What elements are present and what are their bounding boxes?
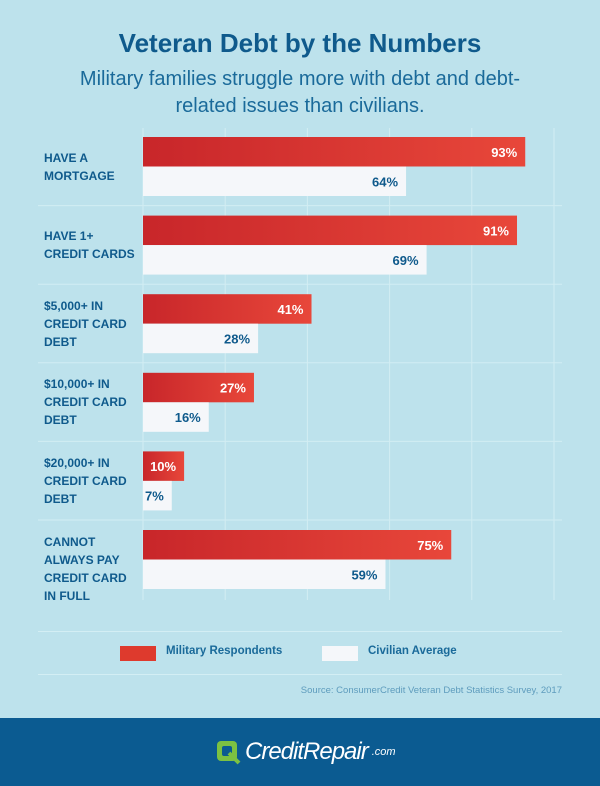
data-label: 75% bbox=[417, 538, 443, 553]
data-label: 27% bbox=[220, 381, 246, 396]
data-label: 64% bbox=[372, 174, 398, 189]
chart-subtitle: Military families struggle more with deb… bbox=[79, 68, 521, 117]
data-label: 16% bbox=[175, 410, 201, 425]
data-label: 69% bbox=[393, 253, 419, 268]
category-label: HAVE 1+ CREDIT CARDS bbox=[44, 229, 135, 262]
category-label: HAVE A MORTGAGE bbox=[44, 150, 115, 183]
bar-civilian bbox=[143, 559, 386, 589]
data-label: 41% bbox=[277, 302, 303, 317]
source-note: Source: ConsumerCredit Veteran Debt Stat… bbox=[300, 685, 562, 696]
legend-label-military: Military Respondents bbox=[166, 645, 283, 657]
data-label: 93% bbox=[491, 145, 517, 160]
category-label: $5,000+ IN CREDIT CARD DEBT bbox=[44, 298, 127, 349]
bar-military bbox=[143, 294, 312, 324]
bar-military bbox=[143, 372, 254, 403]
data-label: 7% bbox=[145, 489, 164, 504]
bar-civilian bbox=[143, 166, 407, 196]
category-label: $10,000+ IN CREDIT CARD DEBT bbox=[44, 377, 127, 428]
bar-chart: 93% 64% 91% 69% 41% 28% 27% 16% 10% 7% 75% 59% bbox=[38, 128, 562, 600]
category-label: $20,000+ IN CREDIT CARD DEBT bbox=[44, 455, 127, 506]
legend-swatch-military bbox=[120, 646, 156, 661]
data-label: 10% bbox=[150, 459, 176, 474]
creditrepair-logo[interactable]: CreditRepair .com bbox=[215, 738, 396, 766]
chart-title: Veteran Debt by the Numbers bbox=[118, 28, 482, 58]
logo-suffix: .com bbox=[371, 746, 396, 758]
footer bbox=[0, 718, 600, 786]
bar-civilian bbox=[143, 245, 427, 275]
bar-civilian bbox=[143, 323, 259, 354]
data-label: 59% bbox=[351, 567, 377, 582]
bar-military bbox=[143, 137, 526, 167]
logo-icon bbox=[217, 741, 241, 765]
bar-civilian bbox=[143, 480, 172, 511]
legend-label-civilian: Civilian Average bbox=[368, 645, 457, 657]
legend-swatch-civilian bbox=[322, 646, 358, 661]
legend-divider-top bbox=[38, 631, 562, 632]
data-label: 91% bbox=[483, 223, 509, 238]
bar-military bbox=[143, 451, 185, 481]
bar-military bbox=[143, 530, 452, 560]
legend-divider-bottom bbox=[38, 674, 562, 675]
logo-text: CreditRepair bbox=[245, 738, 369, 765]
bar-civilian bbox=[143, 402, 209, 432]
category-label: CANNOT ALWAYS PAY CREDIT CARD IN FULL bbox=[44, 534, 127, 603]
bar-military bbox=[143, 215, 518, 246]
data-label: 28% bbox=[224, 331, 250, 346]
